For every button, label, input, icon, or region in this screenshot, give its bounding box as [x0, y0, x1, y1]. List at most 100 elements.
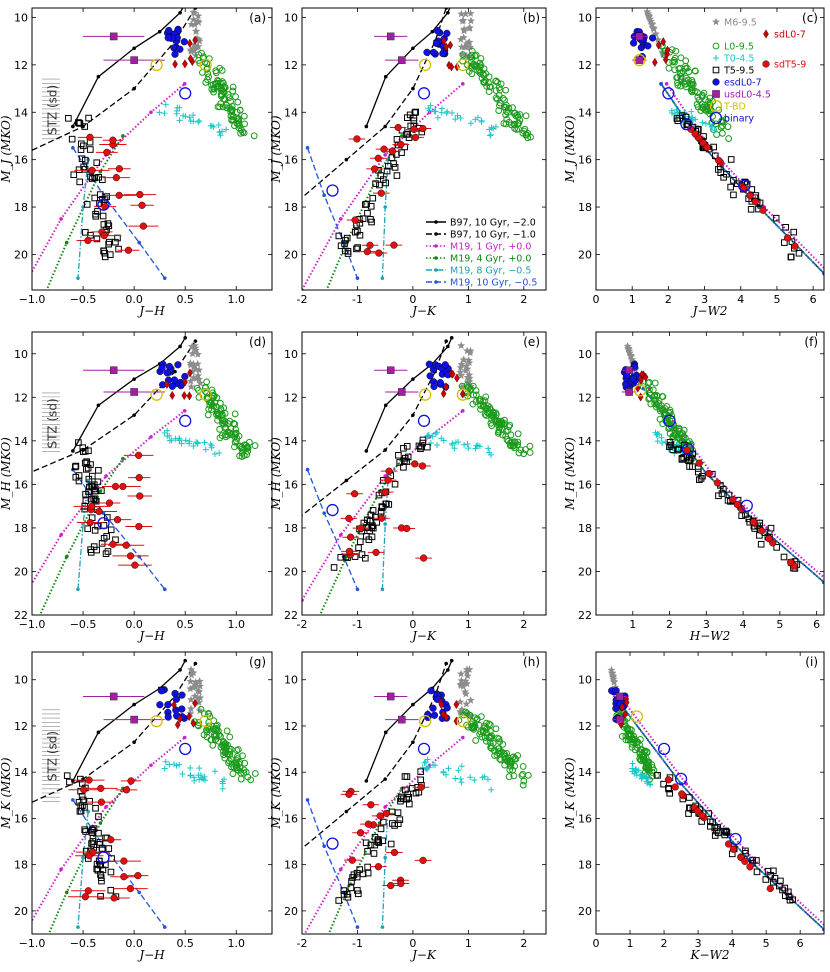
data-point-T5 — [364, 863, 371, 871]
data-point-M — [190, 41, 199, 49]
data-point-T — [207, 441, 214, 448]
data-point-L — [516, 111, 524, 118]
model-node — [383, 805, 387, 809]
data-point-M — [187, 47, 196, 55]
data-point-sdL — [171, 700, 177, 710]
data-point-L — [698, 100, 706, 108]
model-M19_1 — [32, 736, 186, 923]
data-point-sdT — [126, 552, 135, 560]
data-point-L — [677, 54, 685, 62]
data-point-T5 — [678, 456, 686, 463]
data-point-T5 — [395, 452, 402, 459]
data-point-sdT — [388, 147, 397, 155]
data-point-T — [486, 126, 493, 133]
data-point-sdL — [652, 57, 658, 67]
data-point-M — [462, 51, 471, 60]
data-point-L — [216, 733, 224, 741]
data-point-L — [632, 739, 640, 747]
data-point-L — [209, 741, 217, 749]
axes-frame — [31, 331, 273, 616]
data-point-T5 — [654, 772, 661, 779]
data-point-T — [647, 781, 654, 788]
data-point-T — [176, 117, 183, 124]
model-node — [659, 82, 663, 86]
data-point-L — [500, 752, 508, 760]
data-point-T5 — [84, 525, 91, 532]
data-point-M — [187, 382, 196, 391]
data-point-T — [161, 429, 168, 436]
data-point-sdT — [136, 190, 144, 199]
y-tick-label: 14 — [578, 435, 592, 448]
data-point-sdL — [187, 38, 193, 48]
data-point-M — [193, 350, 202, 358]
data-point-T5 — [394, 809, 402, 816]
data-point-L — [499, 740, 507, 748]
data-point-L — [691, 67, 699, 75]
data-point-T — [455, 767, 462, 774]
data-point-T5 — [93, 159, 101, 167]
data-point-T5 — [101, 253, 109, 261]
data-point-sdL — [192, 35, 198, 45]
data-point-T — [427, 439, 434, 446]
data-point-M — [462, 43, 471, 51]
data-point-sdT — [419, 124, 427, 133]
model-node — [137, 890, 142, 895]
data-point-T5 — [107, 526, 115, 534]
data-point-T5 — [417, 443, 425, 451]
data-point-sdT — [372, 548, 380, 557]
data-point-L — [227, 112, 235, 120]
model-node — [132, 46, 136, 51]
data-point-L — [511, 109, 519, 117]
data-point-T5 — [395, 820, 402, 827]
data-point-sdT — [384, 476, 392, 484]
data-point-T — [426, 107, 433, 114]
data-point-T — [654, 438, 661, 445]
data-point-T5 — [87, 173, 94, 181]
model-node — [344, 157, 349, 162]
data-point-T5 — [777, 877, 784, 885]
y-tick-label: 12 — [14, 391, 28, 404]
model-node — [411, 702, 415, 707]
data-point-T5 — [403, 458, 411, 465]
data-point-L — [688, 88, 696, 96]
data-point-usdL — [130, 715, 138, 724]
data-point-T — [424, 432, 431, 439]
data-point-esdL — [165, 26, 173, 35]
x-tick-label: 2 — [661, 937, 668, 950]
model-node — [400, 134, 404, 138]
data-point-T — [191, 777, 198, 784]
data-point-T5 — [391, 164, 399, 171]
data-point-T5 — [106, 251, 114, 258]
model-node — [96, 74, 101, 79]
model-node — [132, 702, 136, 707]
data-point-L — [212, 69, 220, 77]
data-point-L — [681, 80, 689, 88]
data-point-T — [445, 765, 452, 772]
data-point-sdT — [356, 829, 365, 837]
data-point-sdT — [345, 547, 354, 555]
data-point-sdT — [783, 234, 792, 242]
data-point-T5 — [112, 238, 119, 246]
x-axis-label: H−W2 — [689, 629, 731, 643]
model-node — [380, 925, 385, 929]
data-point-T5 — [91, 496, 99, 504]
data-point-L — [623, 714, 631, 722]
data-point-L — [502, 86, 510, 94]
x-axis-label: J−H — [136, 629, 165, 643]
data-point-T — [196, 765, 203, 772]
data-point-T5 — [350, 871, 358, 879]
model-node — [20, 598, 24, 602]
data-point-esdL — [429, 48, 438, 57]
model-node — [76, 587, 80, 592]
data-point-T5 — [770, 867, 777, 875]
y-tick-label: 20 — [284, 248, 298, 261]
data-point-esdL — [170, 376, 179, 384]
data-point-L — [504, 427, 512, 434]
legend-marker-M — [712, 17, 720, 26]
highlight-binary — [417, 742, 431, 756]
data-point-esdL — [178, 705, 186, 713]
data-point-M — [462, 699, 471, 708]
data-point-sdT — [390, 241, 398, 249]
data-point-M — [457, 705, 466, 714]
panel-label: (h) — [523, 655, 540, 669]
